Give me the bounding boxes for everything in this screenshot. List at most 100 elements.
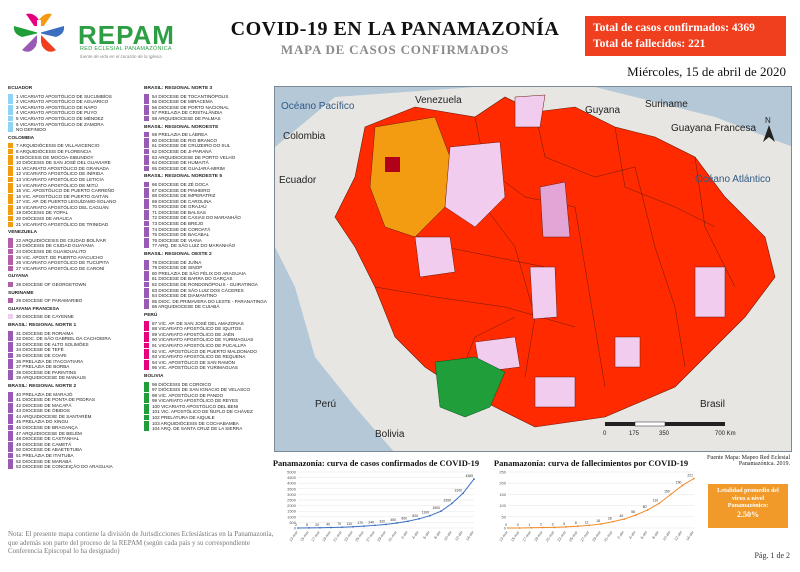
map-panel[interactable]: Océano Pacífico Océano Atlántico Venezue… <box>274 86 792 452</box>
legend-swatch <box>8 121 13 127</box>
legend-item-label: 25 VIC. APOST. DE PUERTO AYACUCHO <box>16 254 103 260</box>
legend-item-label: 20 DIÓCESIS DE ARAUCA <box>16 216 73 222</box>
legend-item: 72 DIOCESE DE CAXIAS DO MARANHÃO <box>144 215 274 221</box>
data-label: 3 <box>552 522 554 526</box>
legend-swatch <box>8 402 13 408</box>
legend-item-label: 10 DIÓCESIS DE SAN JOSÉ DEL GUAVIARE <box>16 160 111 166</box>
legend-item-label: 86 ARQUIDIOCESE DE CUIABÁ <box>152 304 220 310</box>
legend-item-label: 52 DIOCESE DE MARABÁ <box>16 458 72 464</box>
data-label: 600 <box>401 516 407 520</box>
legend-swatch <box>144 243 149 249</box>
legend-item-label: 56 DIOCESE DE PORTO NACIONAL <box>152 104 229 110</box>
legend-swatch <box>8 260 13 266</box>
legend-item: 68 DIOCESE DE IMPERATRIZ <box>144 193 274 199</box>
legend-country: BOLIVIA <box>144 373 164 379</box>
legend-item: 26 VICARIATO APOSTÓLICO DE TUCUPITA <box>8 260 138 266</box>
legend-item-label: 91 VICARIATO APOSTÓLICO DE PUCALLPA <box>152 342 247 348</box>
legend-group: BOLIVIA 96 DIÓCESIS DE COROICO 97 DIÓCESIS… <box>144 374 274 432</box>
legend-item-label: 30 DIOCESE DE CAYENNE <box>16 314 74 320</box>
data-label: 450 <box>390 518 396 522</box>
legend-item: 53 DIOCESE DE CONCEIÇÃO DO ARAGUAIA <box>8 464 138 470</box>
legend-item: 21 VICARIATO APOSTÓLICO DE TRINIDAD <box>8 221 138 228</box>
legend-item: 28 DIOCESE OF GEORGETOWN <box>8 282 138 288</box>
data-point <box>623 518 626 520</box>
legend-item-label: 69 DIOCESE DE CAROLINA <box>152 198 212 204</box>
legend-item-label: 53 DIOCESE DE CONCEIÇÃO DO ARAGUAIA <box>16 464 113 470</box>
deaths-chart: Panamazonía: curva de fallecimientos por… <box>482 458 700 558</box>
legend-swatch <box>8 419 13 425</box>
x-tick-label: 14-abr <box>465 530 475 542</box>
x-tick-label: 21-mar <box>333 530 344 543</box>
legend-swatch <box>144 99 149 105</box>
scale-tick: 0 <box>603 431 607 437</box>
legend-swatch <box>8 188 13 194</box>
legend-item: 61 DIOCESE DE CRUZEIRO DO SUL <box>144 143 274 149</box>
repam-logo: REPAM RED ECLESIAL PANAMAZÓNICA fuente d… <box>8 8 174 64</box>
legend-item: 51 PRELAZIA DE ITAITUBA <box>8 453 138 459</box>
legend-swatch <box>8 216 13 222</box>
legend-item: 17 VIC. AP. DE PUERTO LEGUÍZAMO-SOLANO <box>8 199 138 205</box>
y-tick-label: 5000 <box>287 470 297 475</box>
legend-item-label: 68 DIOCESE DE IMPERATRIZ <box>152 193 216 199</box>
label-brasil: Brasil <box>700 399 725 410</box>
scale-tick: 700 Km <box>715 431 736 437</box>
data-point <box>693 477 695 480</box>
legend-group: GUYANA 28 DIOCESE OF GEORGETOWN <box>8 274 138 287</box>
x-tick-label: 25-mar <box>568 530 579 543</box>
x-tick-label: 17-mar <box>522 530 533 543</box>
legend-item: 47 ARQUIDIOCESE DE BELÉM <box>8 430 138 437</box>
legend-country: GUYANA <box>8 274 29 280</box>
legend-swatch <box>8 364 13 370</box>
legend-item: 83 DIOCESE DE SÃO LUIZ DOS CÁCERES <box>144 287 274 294</box>
y-tick-label: 50 <box>502 514 507 519</box>
legend-country: SURINAME <box>8 290 34 296</box>
legend-swatch <box>8 148 13 154</box>
legend-item-label: 87 VIC. AP. DE SAN JOSÉ DEL AMAZONAS <box>152 320 244 326</box>
legend-swatch <box>8 413 13 419</box>
legend-swatch <box>144 137 149 143</box>
data-label: 12 <box>585 520 589 524</box>
data-label: 2 <box>540 523 542 527</box>
legend-item: 30 DIOCESE DE CAYENNE <box>8 314 138 320</box>
data-label: 1500 <box>432 506 440 510</box>
legend-swatch <box>144 304 149 310</box>
legend-item-label: 76 DIOCESE DE VIANA <box>152 237 202 243</box>
legend-swatch <box>144 226 149 232</box>
legend-item-label: 94 VIC. APOSTÓLICO DE SAN RAMÓN <box>152 359 235 365</box>
legend-item: 4 VICARIATO APOSTÓLICO DE PUYO <box>8 110 138 116</box>
series-line <box>297 478 475 529</box>
y-tick-label: 2000 <box>287 503 297 508</box>
y-tick-label: 1500 <box>287 509 297 514</box>
legend-item: 42 DIOCESE DE MACAPÁ <box>8 402 138 409</box>
legend-item-label: 22 ARQUIDIÓCESIS DE CIUDAD BOLÍVAR <box>16 237 107 243</box>
legend-item: 39 ARQUIDIOCESE DE MANAUS <box>8 375 138 381</box>
legend-column-1: ECUADOR 1 VICARIATO APOSTÓLICO DE SUCUMBÍ… <box>8 86 138 473</box>
legend-swatch <box>8 458 13 464</box>
totals-box: Total de casos confirmados: 4369 Total d… <box>585 16 786 56</box>
legend-swatch <box>8 93 13 99</box>
legend-swatch <box>8 375 13 381</box>
y-tick-label: 1000 <box>287 514 297 519</box>
legend-swatch <box>8 193 13 199</box>
legend-group: GUAYANA FRANCESA 30 DIOCESE DE CAYENNE <box>8 307 138 320</box>
data-point <box>553 526 556 529</box>
data-point <box>352 525 354 528</box>
legend-swatch <box>144 93 149 99</box>
data-label: 18 <box>596 519 600 523</box>
data-point <box>646 509 649 511</box>
data-point <box>374 524 376 527</box>
legend-item-label: 50 DIOCESE DE ABAETETUBA <box>16 447 83 453</box>
legend-item-label: 48 DIOCESE DE CASTANHAL <box>16 436 80 442</box>
legend-item-label: 92 VIC. APOSTÓLICO DE PUERTO MALDONADO <box>152 348 258 354</box>
legend-country: ECUADOR <box>8 86 33 91</box>
legend-item-label: 16 VIC. APOSTÓLICO DE PUERTO GAITÁN <box>16 193 109 199</box>
total-deaths: Total de fallecidos: 221 <box>593 38 706 50</box>
legend-item: 31 DIOCESE DE RORAIMA <box>8 330 138 337</box>
legend-swatch <box>144 204 149 210</box>
label-bolivia: Bolivia <box>375 429 405 440</box>
amazon-map[interactable]: Océano Pacífico Océano Atlántico Venezue… <box>275 87 792 452</box>
legend-group: BRASIL: REGIONAL NORDESTE 5 66 DIOCESE DE… <box>144 174 274 249</box>
legend-swatch <box>8 447 13 453</box>
legend-item: 93 VICARIATO APOSTÓLICO DE REQUENA <box>144 354 274 360</box>
legend-item-label: 72 DIOCESE DE CAXIAS DO MARANHÃO <box>152 215 241 221</box>
